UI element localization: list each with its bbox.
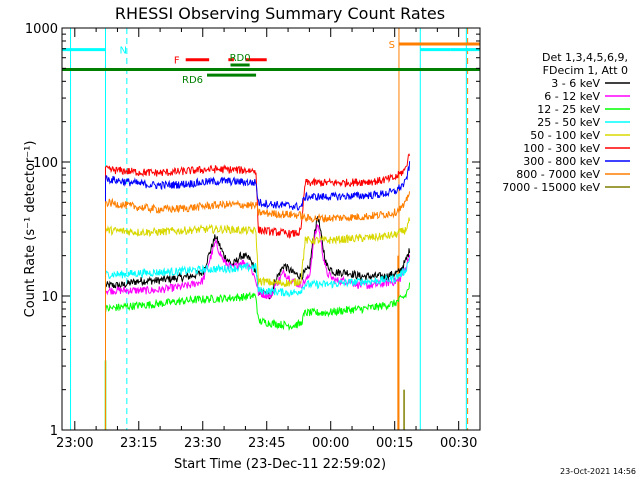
y-tick-label: 10: [41, 290, 58, 305]
legend-entry-label: 50 - 100 keV: [530, 129, 600, 142]
x-tick-label: 23:30: [184, 436, 221, 451]
timestamp: 23-Oct-2021 14:56: [560, 467, 636, 476]
series-line-7: [105, 191, 411, 430]
series-line-6: [105, 161, 411, 430]
legend-entry-label: 7000 - 15000 keV: [502, 181, 600, 194]
flag-label-f: F: [174, 56, 180, 67]
x-tick-label: 00:00: [312, 436, 349, 451]
legend-entry-label: 12 - 25 keV: [537, 103, 600, 116]
flag-label-rd6: RD6: [182, 75, 203, 86]
series-line-2: [105, 282, 411, 430]
legend-header: FDecim 1, Att 0: [543, 64, 628, 77]
legend-entry-label: 3 - 6 keV: [551, 77, 600, 90]
x-tick-label: 23:45: [248, 436, 285, 451]
legend: Det 1,3,4,5,6,9,FDecim 1, Att 03 - 6 keV…: [502, 51, 630, 194]
legend-entry-label: 800 - 7000 keV: [516, 168, 600, 181]
legend-header: Det 1,3,4,5,6,9,: [542, 51, 628, 64]
y-tick-label: 1: [50, 424, 58, 439]
series-line-4: [105, 217, 411, 430]
series-line-1: [105, 224, 411, 430]
y-tick-label: 1000: [25, 22, 58, 37]
flag-label-rd0: RD0: [230, 53, 251, 64]
y-tick-label: 100: [33, 156, 58, 171]
flag-label-n: N: [120, 46, 127, 57]
x-axis-label: Start Time (23-Dec-11 22:59:02): [174, 457, 386, 472]
plot-area: N S F RD0 RD6: [62, 28, 480, 430]
series-line-0: [105, 216, 411, 430]
x-axis: 23:00 23:15 23:30 23:45 00:00 00:15 00:30: [56, 28, 481, 451]
flag-label-s: S: [389, 40, 395, 51]
x-tick-label: 23:15: [120, 436, 157, 451]
legend-entry-label: 300 - 800 keV: [523, 155, 600, 168]
y-axis: 1 10 100 1000: [25, 22, 480, 439]
y-axis-label: Count Rate (s⁻¹ detector⁻¹): [23, 141, 38, 318]
legend-entry-label: 6 - 12 keV: [544, 90, 600, 103]
series-line-3: [105, 257, 411, 430]
series-line-5: [105, 153, 411, 430]
plot-frame: [61, 27, 481, 431]
x-tick-label: 00:30: [440, 436, 477, 451]
chart-title: RHESSI Observing Summary Count Rates: [115, 4, 445, 23]
legend-entry-label: 25 - 50 keV: [537, 116, 600, 129]
legend-entry-label: 100 - 300 keV: [523, 142, 600, 155]
x-tick-label: 23:00: [56, 436, 93, 451]
x-tick-label: 00:15: [376, 436, 413, 451]
